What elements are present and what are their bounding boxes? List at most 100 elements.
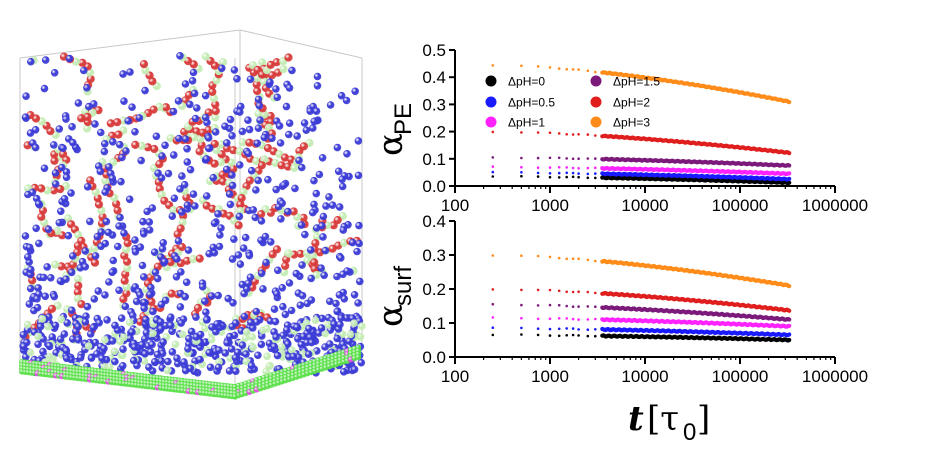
polyelectrolyte-bead	[120, 276, 129, 285]
counterion	[109, 256, 118, 265]
alpha-surf-data-point	[787, 332, 792, 337]
polyelectrolyte-bead	[112, 199, 121, 208]
alpha-pe-y-tick-label: 0.2	[422, 123, 446, 142]
polyelectrolyte-bead	[28, 276, 37, 285]
neutral-bead	[290, 163, 299, 172]
alpha-pe-data-point	[586, 176, 590, 180]
alpha-pe-data-point	[536, 65, 540, 68]
counterion	[31, 143, 40, 152]
alpha-surf-data-point	[787, 337, 792, 343]
counterion	[136, 243, 145, 251]
counterion	[298, 163, 306, 172]
polyelectrolyte-bead	[295, 146, 304, 156]
neutral-bead	[123, 264, 132, 273]
legend-label: ΔpH=0.5	[508, 96, 555, 110]
counterion	[151, 268, 160, 277]
counterion	[281, 310, 290, 319]
alpha-surf-data-point	[577, 305, 580, 308]
alpha-surf-data-point	[536, 333, 540, 337]
counterion	[116, 213, 124, 222]
alpha-surf-data-point	[536, 304, 540, 307]
counterion	[69, 252, 77, 260]
counterion	[177, 268, 185, 276]
alpha-pe-data-point	[491, 156, 495, 159]
neutral-bead	[169, 206, 178, 215]
counterion	[238, 280, 247, 289]
alpha-surf-data-point	[557, 327, 561, 331]
legend-label: ΔpH=1.5	[613, 75, 660, 89]
counterion	[174, 237, 183, 245]
alpha-surf-x-tick-label: 1000000	[802, 367, 868, 386]
alpha-pe-data-point	[536, 175, 540, 178]
counterion	[272, 85, 280, 93]
alpha-surf-data-point	[594, 291, 597, 295]
polyelectrolyte-bead	[131, 140, 140, 149]
counterion	[252, 307, 261, 316]
alpha-pe-data-point	[548, 156, 552, 160]
alpha-surf-x-tick-label: 1000	[531, 367, 569, 386]
counterion	[244, 149, 253, 158]
polyelectrolyte-bead	[73, 241, 82, 250]
alpha-surf-data-point	[491, 288, 495, 291]
neutral-bead	[218, 58, 228, 67]
counterion	[167, 313, 175, 322]
alpha-surf-data-point	[536, 288, 540, 292]
counterion	[333, 272, 341, 281]
alpha-surf-x-tick-label: 100	[441, 367, 469, 386]
polyelectrolyte-bead	[310, 258, 319, 267]
polyelectrolyte-bead	[147, 297, 156, 306]
counterion	[181, 80, 190, 88]
counterion	[302, 126, 311, 134]
alpha-surf-y-tick-label: 0.4	[422, 212, 446, 231]
counterion	[115, 286, 123, 295]
counterion	[189, 68, 198, 77]
neutral-bead	[258, 58, 267, 67]
polyelectrolyte-bead	[182, 256, 192, 265]
polyelectrolyte-bead	[114, 130, 123, 139]
counterion	[262, 258, 270, 267]
counterion	[186, 165, 195, 174]
neutral-bead	[90, 244, 99, 253]
counterion	[310, 176, 318, 185]
counterion	[74, 99, 83, 107]
box-edge	[239, 29, 363, 59]
alpha-surf-data-point	[491, 302, 495, 306]
alpha-pe-data-point	[594, 157, 597, 160]
counterion	[170, 194, 179, 203]
neutral-bead	[340, 238, 349, 247]
alpha-pe-data-point	[594, 166, 597, 170]
alpha-pe-data-point	[594, 172, 597, 175]
alpha-pe-y-tick-label: 0.0	[422, 177, 446, 196]
counterion	[246, 273, 255, 282]
alpha-pe-data-point	[565, 175, 568, 179]
polyelectrolyte-bead	[310, 264, 319, 273]
counterion	[309, 124, 317, 132]
alpha-pe-data-point	[520, 174, 523, 178]
polyelectrolyte-bead	[38, 206, 48, 215]
counterion	[56, 277, 65, 285]
polyelectrolyte-bead	[113, 206, 122, 215]
counterion	[272, 185, 281, 194]
x-label-symbol: t	[628, 399, 644, 439]
alpha-surf-data-point	[787, 323, 792, 328]
counterion	[158, 245, 167, 253]
alpha-surf-data-point	[548, 317, 552, 321]
neutral-bead	[260, 110, 269, 119]
polyelectrolyte-bead	[236, 200, 245, 209]
counterion	[122, 147, 130, 155]
counterion	[150, 248, 159, 256]
alpha-pe-data-point	[586, 69, 590, 73]
counterion	[67, 268, 76, 277]
counterion	[223, 139, 231, 147]
neutral-bead	[51, 260, 60, 269]
neutral-bead	[279, 65, 288, 74]
counterion	[216, 231, 224, 239]
counterion	[291, 184, 299, 193]
counterion	[245, 251, 254, 260]
alpha-pe-data-point	[787, 151, 792, 156]
counterion	[21, 113, 30, 121]
polyelectrolyte-bead	[37, 184, 46, 193]
counterion	[68, 123, 76, 131]
counterion	[240, 312, 249, 321]
alpha-surf-y-tick-label: 0.0	[422, 348, 446, 367]
